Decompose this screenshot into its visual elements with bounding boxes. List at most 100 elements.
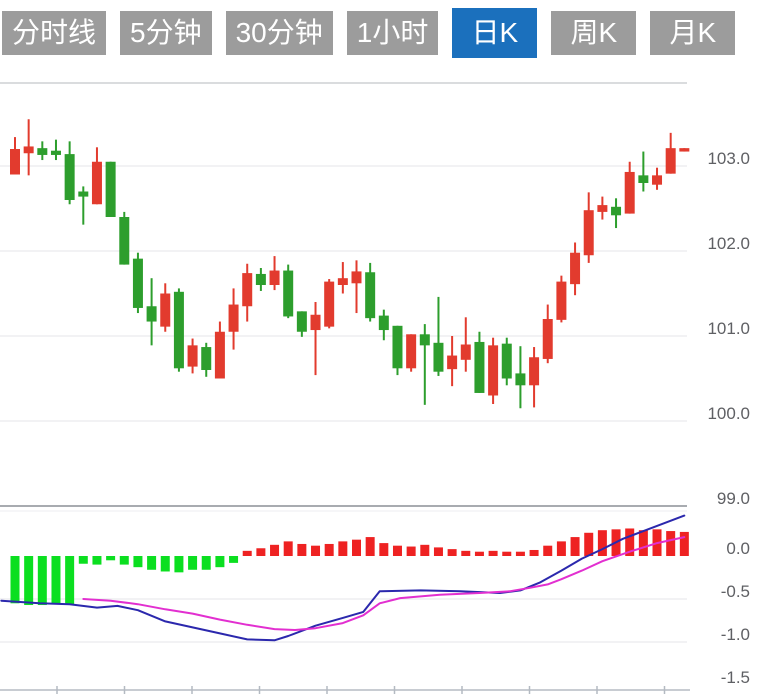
price-axis-labels: 103.0 102.0 101.0 100.0 99.0 0.0 -0.5 -1.0 -1.5	[707, 149, 750, 687]
candle-body	[392, 325, 403, 369]
candle-body	[611, 206, 622, 216]
candle-wick	[54, 139, 57, 161]
macd-histogram	[10, 528, 689, 606]
macd-bar	[160, 556, 170, 572]
macd-bar	[229, 556, 239, 563]
macd-bar	[379, 543, 389, 556]
candle-body	[365, 272, 376, 319]
macd-bar	[133, 556, 143, 568]
macd-bar	[270, 544, 280, 556]
candle-body	[433, 342, 444, 372]
candle-body	[324, 281, 335, 327]
macd-bar	[556, 541, 566, 556]
candle-wick	[314, 302, 317, 376]
candle-body	[529, 357, 540, 386]
macd-tick-label: -1.0	[721, 625, 750, 644]
candle-body	[50, 150, 61, 155]
candle-body	[419, 334, 430, 346]
macd-bar	[147, 556, 157, 570]
macd-bar	[679, 531, 689, 556]
macd-bar	[78, 556, 88, 564]
macd-bar	[311, 545, 321, 556]
macd-bar	[666, 531, 676, 556]
tab-月K[interactable]: 月K	[650, 11, 736, 55]
macd-dea-line	[82, 536, 686, 631]
candle-wick	[82, 186, 85, 225]
macd-bar	[10, 556, 20, 604]
tab-1小时[interactable]: 1小时	[346, 11, 439, 55]
macd-bar	[215, 556, 225, 568]
candle-body	[173, 291, 184, 369]
candle-body	[624, 171, 635, 214]
macd-tick-label: -0.5	[721, 582, 750, 601]
candle-body	[255, 273, 266, 285]
price-tick-label: 102.0	[707, 234, 750, 253]
candle-body	[119, 217, 130, 265]
macd-bar	[529, 549, 539, 556]
macd-bar	[256, 548, 266, 556]
tab-5分钟[interactable]: 5分钟	[120, 11, 212, 55]
time-axis	[0, 686, 690, 694]
candle-body	[652, 175, 663, 185]
macd-bar	[201, 556, 211, 570]
candle-body	[105, 161, 116, 217]
macd-tick-label: -1.5	[721, 668, 750, 687]
candle-body	[91, 161, 102, 205]
tab-周K[interactable]: 周K	[551, 11, 637, 55]
candle-body	[501, 343, 512, 379]
candle-wick	[423, 324, 426, 405]
macd-bar	[584, 532, 594, 556]
tab-分时线[interactable]: 分时线	[2, 11, 107, 55]
candle-wick	[642, 151, 645, 192]
macd-bar	[119, 556, 129, 565]
macd-bar	[283, 541, 293, 556]
candle-body	[228, 304, 239, 332]
macd-bar	[92, 556, 102, 565]
candle-body	[351, 271, 362, 284]
candle-wick	[341, 262, 344, 294]
macd-bar	[433, 547, 443, 556]
macd-bar	[543, 545, 553, 556]
macd-bar	[488, 550, 498, 556]
candle-body	[37, 148, 48, 155]
candle-body	[214, 331, 225, 379]
candle-body	[460, 344, 471, 360]
tab-30分钟[interactable]: 30分钟	[225, 11, 333, 55]
macd-bar	[324, 543, 334, 556]
candle-body	[64, 154, 75, 200]
candle-body	[132, 258, 143, 308]
macd-bar	[51, 556, 61, 605]
candle-body	[638, 175, 649, 183]
candle-body	[310, 314, 321, 331]
candle-body	[296, 311, 307, 332]
macd-bar	[37, 556, 47, 606]
candle-body	[283, 270, 294, 317]
macd-bar	[338, 541, 348, 556]
candle-body	[23, 146, 34, 154]
candle-body	[583, 210, 594, 256]
price-tick-label: 99.0	[717, 489, 750, 508]
macd-bar	[392, 545, 402, 556]
macd-bar	[365, 537, 375, 556]
candle-body	[597, 205, 608, 212]
macd-dif-line	[0, 514, 686, 642]
macd-bar	[625, 528, 635, 556]
candle-body	[474, 341, 485, 393]
candle-wick	[355, 260, 358, 314]
macd-bar	[515, 551, 525, 556]
macd-bar	[447, 549, 457, 556]
macd-bar	[597, 530, 607, 556]
macd-bar	[188, 556, 198, 570]
candle-body	[146, 306, 157, 322]
candle-body	[665, 148, 676, 174]
candle-body	[10, 149, 20, 175]
candle-body	[78, 191, 89, 197]
tab-日K[interactable]: 日K	[452, 8, 538, 58]
candle-body	[447, 355, 458, 370]
macd-bar	[106, 556, 116, 561]
candle-body	[515, 373, 526, 386]
candle-body	[242, 273, 253, 307]
candle-wick	[437, 296, 440, 376]
